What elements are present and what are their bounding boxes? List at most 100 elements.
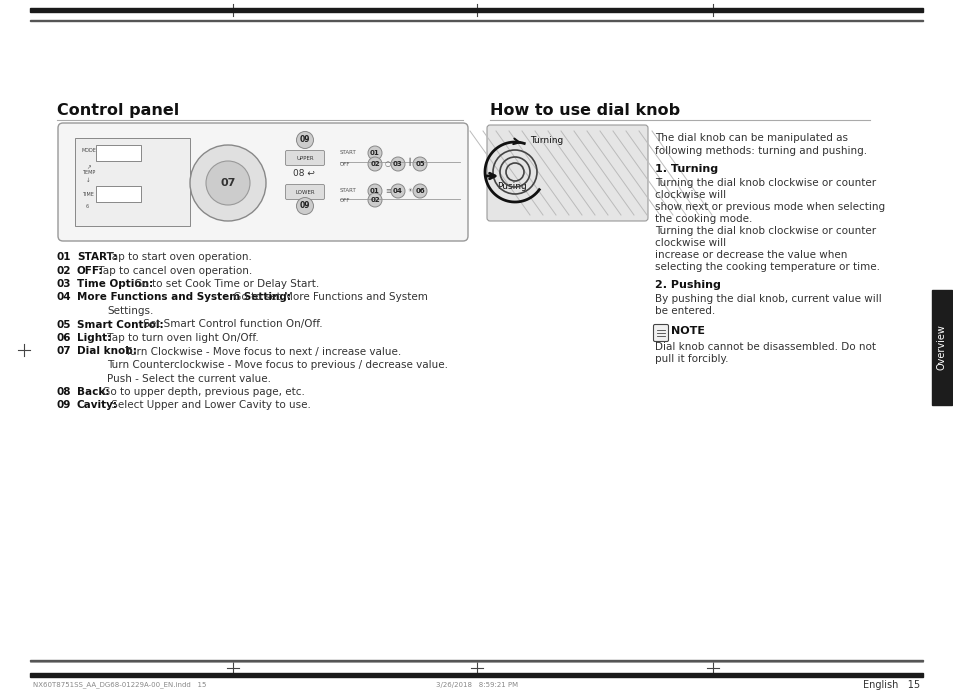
Text: How to use dial knob: How to use dial knob (490, 103, 679, 118)
Text: Set Smart Control function On/Off.: Set Smart Control function On/Off. (140, 319, 322, 329)
Text: clockwise will: clockwise will (655, 190, 725, 200)
Text: TIME: TIME (82, 192, 93, 197)
Text: 08 ↩: 08 ↩ (293, 169, 314, 178)
Text: 06: 06 (57, 333, 71, 343)
FancyBboxPatch shape (653, 324, 668, 342)
Text: NOTE: NOTE (670, 326, 704, 336)
Text: 07: 07 (57, 347, 71, 356)
Text: OFF:: OFF: (77, 266, 103, 275)
Bar (96, 186, 141, 202)
Text: show next or previous mode when selecting: show next or previous mode when selectin… (655, 202, 884, 212)
Text: 07: 07 (220, 178, 235, 188)
Text: ┃: ┃ (408, 158, 412, 166)
Text: Turning: Turning (530, 136, 562, 145)
Text: LOWER: LOWER (294, 189, 314, 194)
Text: Select Upper and Lower Cavity to use.: Select Upper and Lower Cavity to use. (109, 401, 311, 410)
Text: Pusing: Pusing (497, 182, 526, 191)
Text: OFF: OFF (339, 198, 350, 203)
Text: ↗: ↗ (86, 166, 91, 171)
Text: 01: 01 (57, 252, 71, 262)
Text: 06: 06 (415, 188, 424, 194)
Text: 04: 04 (57, 292, 71, 303)
Text: Time Option:: Time Option: (77, 279, 153, 289)
Text: START: START (339, 150, 356, 155)
Circle shape (391, 157, 405, 171)
Bar (30, 20, 923, 21)
Text: 09: 09 (299, 136, 310, 145)
Text: Go to upper depth, previous page, etc.: Go to upper depth, previous page, etc. (99, 387, 305, 397)
Bar (30, 8, 923, 12)
Text: increase or decrease the value when: increase or decrease the value when (655, 250, 846, 260)
Text: 04: 04 (393, 188, 402, 194)
Text: By pushing the dial knob, current value will: By pushing the dial knob, current value … (655, 294, 881, 304)
Text: More Functions and System Setting:: More Functions and System Setting: (77, 292, 291, 303)
Text: pull it forcibly.: pull it forcibly. (655, 354, 728, 364)
Text: START: START (339, 189, 356, 194)
Text: UPPER: UPPER (295, 155, 314, 161)
Text: be entered.: be entered. (655, 306, 715, 316)
Circle shape (206, 161, 250, 205)
Text: Push - Select the current value.: Push - Select the current value. (107, 373, 271, 384)
Circle shape (368, 193, 381, 207)
Circle shape (368, 184, 381, 198)
FancyBboxPatch shape (285, 185, 324, 199)
Text: NX60T8751SS_AA_DG68-01229A-00_EN.indd   15: NX60T8751SS_AA_DG68-01229A-00_EN.indd 15 (33, 682, 206, 689)
Text: Tap to turn oven light On/Off.: Tap to turn oven light On/Off. (104, 333, 258, 343)
Text: 03: 03 (57, 279, 71, 289)
Bar (96, 145, 141, 161)
Text: 02: 02 (57, 266, 71, 275)
FancyBboxPatch shape (486, 125, 647, 221)
Text: Settings.: Settings. (107, 306, 153, 316)
Text: The dial knob can be manipulated as: The dial knob can be manipulated as (655, 133, 847, 143)
Text: Dial knob cannot be disassembled. Do not: Dial knob cannot be disassembled. Do not (655, 342, 875, 352)
Circle shape (413, 184, 427, 198)
Text: START:: START: (77, 252, 117, 262)
Text: Turning the dial knob clockwise or counter: Turning the dial knob clockwise or count… (655, 226, 875, 236)
Text: following methods: turning and pushing.: following methods: turning and pushing. (655, 145, 866, 155)
Text: 01: 01 (370, 188, 379, 194)
Text: Tap to start oven operation.: Tap to start oven operation. (104, 252, 252, 262)
Circle shape (391, 184, 405, 198)
Text: Light:: Light: (77, 333, 112, 343)
Text: Tap to cancel oven operation.: Tap to cancel oven operation. (95, 266, 252, 275)
Circle shape (296, 131, 314, 148)
Text: Turn Counterclockwise - Move focus to previous / decrease value.: Turn Counterclockwise - Move focus to pr… (107, 360, 448, 370)
Circle shape (190, 145, 266, 221)
Text: Go to set More Functions and System: Go to set More Functions and System (230, 292, 428, 303)
FancyBboxPatch shape (285, 150, 324, 166)
Circle shape (368, 146, 381, 160)
Bar (75, 138, 190, 226)
Text: Go to set Cook Time or Delay Start.: Go to set Cook Time or Delay Start. (131, 279, 319, 289)
Text: 05: 05 (415, 161, 424, 167)
Text: 6: 6 (86, 205, 89, 210)
Text: ≡: ≡ (385, 188, 391, 194)
Text: Control panel: Control panel (57, 103, 179, 118)
Text: Smart Control:: Smart Control: (77, 319, 164, 329)
Text: 09: 09 (299, 201, 310, 210)
Text: ○: ○ (384, 161, 391, 167)
Text: OFF: OFF (339, 161, 350, 166)
Bar (30, 673, 923, 677)
Text: Turn Clockwise - Move focus to next / increase value.: Turn Clockwise - Move focus to next / in… (122, 347, 401, 356)
Text: 02: 02 (370, 161, 379, 167)
Text: Dial knob:: Dial knob: (77, 347, 136, 356)
Text: 05: 05 (57, 319, 71, 329)
Text: Turning the dial knob clockwise or counter: Turning the dial knob clockwise or count… (655, 178, 875, 188)
Text: clockwise will: clockwise will (655, 238, 725, 248)
Text: Back:: Back: (77, 387, 110, 397)
Text: TEMP: TEMP (82, 170, 95, 175)
Text: 01: 01 (370, 150, 379, 156)
Text: ☀: ☀ (407, 187, 412, 192)
Circle shape (296, 198, 314, 215)
Bar (931, 290, 951, 405)
Circle shape (368, 157, 381, 171)
FancyBboxPatch shape (58, 123, 468, 241)
Text: Cavity:: Cavity: (77, 401, 118, 410)
Text: MODE: MODE (82, 148, 97, 153)
Text: 02: 02 (370, 197, 379, 203)
Text: 1. Turning: 1. Turning (655, 164, 718, 174)
Bar (30, 660, 923, 661)
Text: selecting the cooking temperature or time.: selecting the cooking temperature or tim… (655, 262, 879, 272)
Text: 09: 09 (57, 401, 71, 410)
Circle shape (413, 157, 427, 171)
